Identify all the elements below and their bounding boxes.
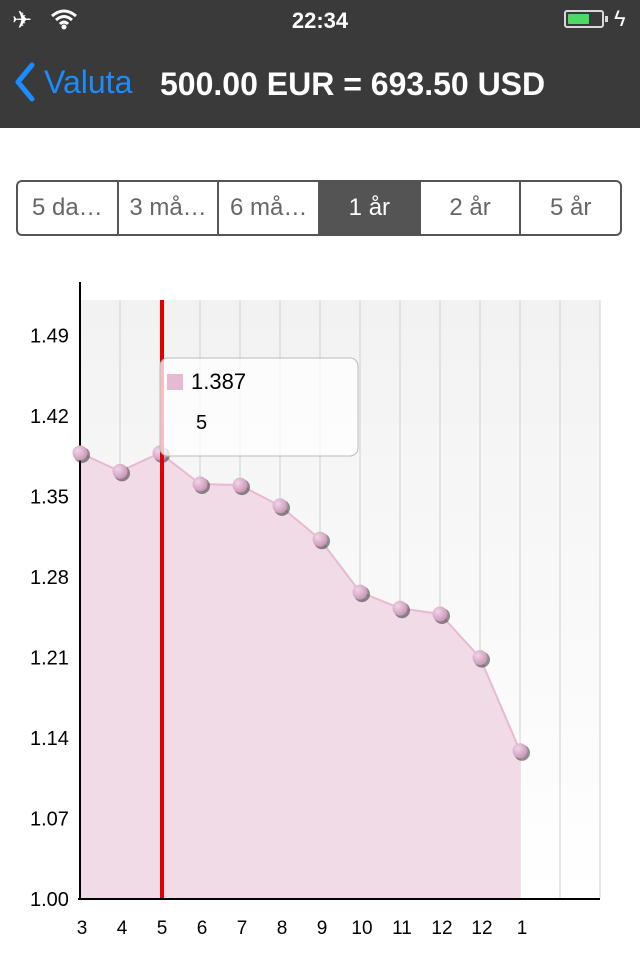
x-tick-label: 10 xyxy=(351,918,372,939)
battery-level xyxy=(568,14,589,24)
battery-icon xyxy=(564,10,608,28)
range-tab[interactable]: 5 da… xyxy=(18,182,119,234)
x-tick-label: 4 xyxy=(117,918,128,939)
x-tick-label: 12 xyxy=(471,918,492,939)
data-point[interactable] xyxy=(72,445,88,461)
y-tick-label: 1.00 xyxy=(30,889,69,911)
data-point[interactable] xyxy=(512,743,528,759)
back-button[interactable]: Valuta xyxy=(14,62,132,102)
range-selector: 5 da… 3 må… 6 må… 1 år 2 år 5 år xyxy=(16,180,622,236)
status-bar: ✈ 22:34 ϟ xyxy=(0,0,640,40)
tooltip-swatch xyxy=(167,374,183,390)
data-point[interactable] xyxy=(472,650,488,666)
x-tick-label: 6 xyxy=(197,918,208,939)
y-tick-label: 1.49 xyxy=(30,326,69,348)
data-point[interactable] xyxy=(392,600,408,616)
x-tick-label: 8 xyxy=(277,918,288,939)
x-tick-label: 11 xyxy=(392,918,412,939)
y-tick-label: 1.35 xyxy=(30,487,69,509)
charging-icon: ϟ xyxy=(614,6,626,31)
data-point[interactable] xyxy=(232,477,248,493)
data-point[interactable] xyxy=(272,498,288,514)
exchange-rate-chart: 1.00 1.07 1.14 1.21 1.28 1.35 1.42 1.49 3 4 5 6 7 8 9 1… xyxy=(30,282,601,939)
x-tick-label: 7 xyxy=(237,918,248,939)
x-tick-label: 5 xyxy=(157,918,168,939)
series-area xyxy=(80,452,520,898)
tooltip-value: 1.387 xyxy=(191,369,246,394)
tooltip-label: 5 xyxy=(196,412,207,434)
range-tab[interactable]: 1 år xyxy=(320,182,421,234)
navigation-bar: Valuta 500.00 EUR = 693.50 USD xyxy=(0,40,640,128)
y-tick-label: 1.21 xyxy=(30,648,69,670)
y-tick-label: 1.42 xyxy=(30,406,69,428)
data-point[interactable] xyxy=(312,531,328,547)
data-point[interactable] xyxy=(352,584,368,600)
x-tick-label: 3 xyxy=(77,918,88,939)
status-time: 22:34 xyxy=(291,8,349,33)
range-tab[interactable]: 3 må… xyxy=(119,182,220,234)
range-tab[interactable]: 6 må… xyxy=(219,182,321,234)
back-button-label: Valuta xyxy=(44,63,133,100)
tooltip-box xyxy=(159,357,359,457)
chevron-left-icon xyxy=(15,62,35,102)
x-tick-label: 1 xyxy=(517,918,528,939)
x-tick-label: 12 xyxy=(431,918,452,939)
page-title: 500.00 EUR = 693.50 USD xyxy=(160,66,546,102)
wifi-icon xyxy=(50,8,78,35)
range-tab[interactable]: 5 år xyxy=(550,194,592,221)
data-point[interactable] xyxy=(192,476,208,492)
range-tab[interactable]: 2 år xyxy=(421,182,522,234)
y-tick-label: 1.14 xyxy=(30,728,69,750)
y-tick-label: 1.07 xyxy=(30,809,69,831)
data-point[interactable] xyxy=(112,463,128,479)
data-point[interactable] xyxy=(432,606,448,622)
x-tick-label: 9 xyxy=(317,918,328,939)
y-tick-label: 1.28 xyxy=(30,567,69,589)
airplane-icon: ✈ xyxy=(12,7,33,34)
